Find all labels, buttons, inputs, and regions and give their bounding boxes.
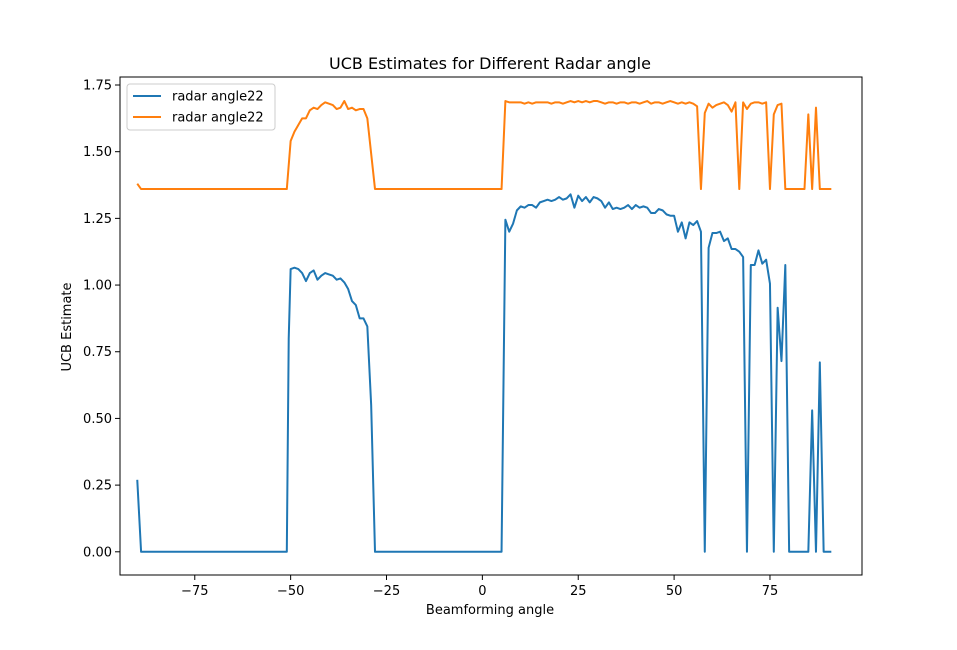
plot-area xyxy=(136,100,832,553)
y-tick-label: 0.25 xyxy=(83,479,112,494)
x-tick-label: 50 xyxy=(666,584,683,599)
chart-title: UCB Estimates for Different Radar angle xyxy=(329,54,651,73)
y-tick-label: 1.50 xyxy=(83,145,112,160)
y-tick-label: 0.50 xyxy=(83,412,112,427)
y-tick-label: 1.25 xyxy=(83,212,112,227)
legend-label-1: radar angle22 xyxy=(172,90,264,105)
x-tick-label: 75 xyxy=(762,584,779,599)
x-tick-label: −50 xyxy=(277,584,304,599)
x-axis-label: Beamforming angle xyxy=(426,603,554,618)
series-line-1 xyxy=(136,193,832,553)
x-tick-label: 25 xyxy=(570,584,587,599)
x-axis: −75 −50 −25 0 25 50 75 xyxy=(181,575,778,599)
y-tick-label: 0.75 xyxy=(83,345,112,360)
legend-label-2: radar angle22 xyxy=(172,111,264,126)
y-axis-label: UCB Estimate xyxy=(60,282,75,371)
x-tick-label: 0 xyxy=(478,584,486,599)
x-tick-label: −25 xyxy=(373,584,400,599)
y-tick-label: 1.00 xyxy=(83,279,112,294)
plot-frame xyxy=(119,76,863,576)
y-tick-label: 1.75 xyxy=(83,79,112,94)
y-tick-label: 0.00 xyxy=(83,545,112,560)
y-axis: 0.00 0.25 0.50 0.75 1.00 1.25 1.50 1.75 xyxy=(83,79,120,560)
legend-box xyxy=(126,83,276,131)
legend: radar angle22 radar angle22 xyxy=(126,83,276,131)
series-line-2 xyxy=(136,100,832,191)
x-tick-label: −75 xyxy=(181,584,208,599)
